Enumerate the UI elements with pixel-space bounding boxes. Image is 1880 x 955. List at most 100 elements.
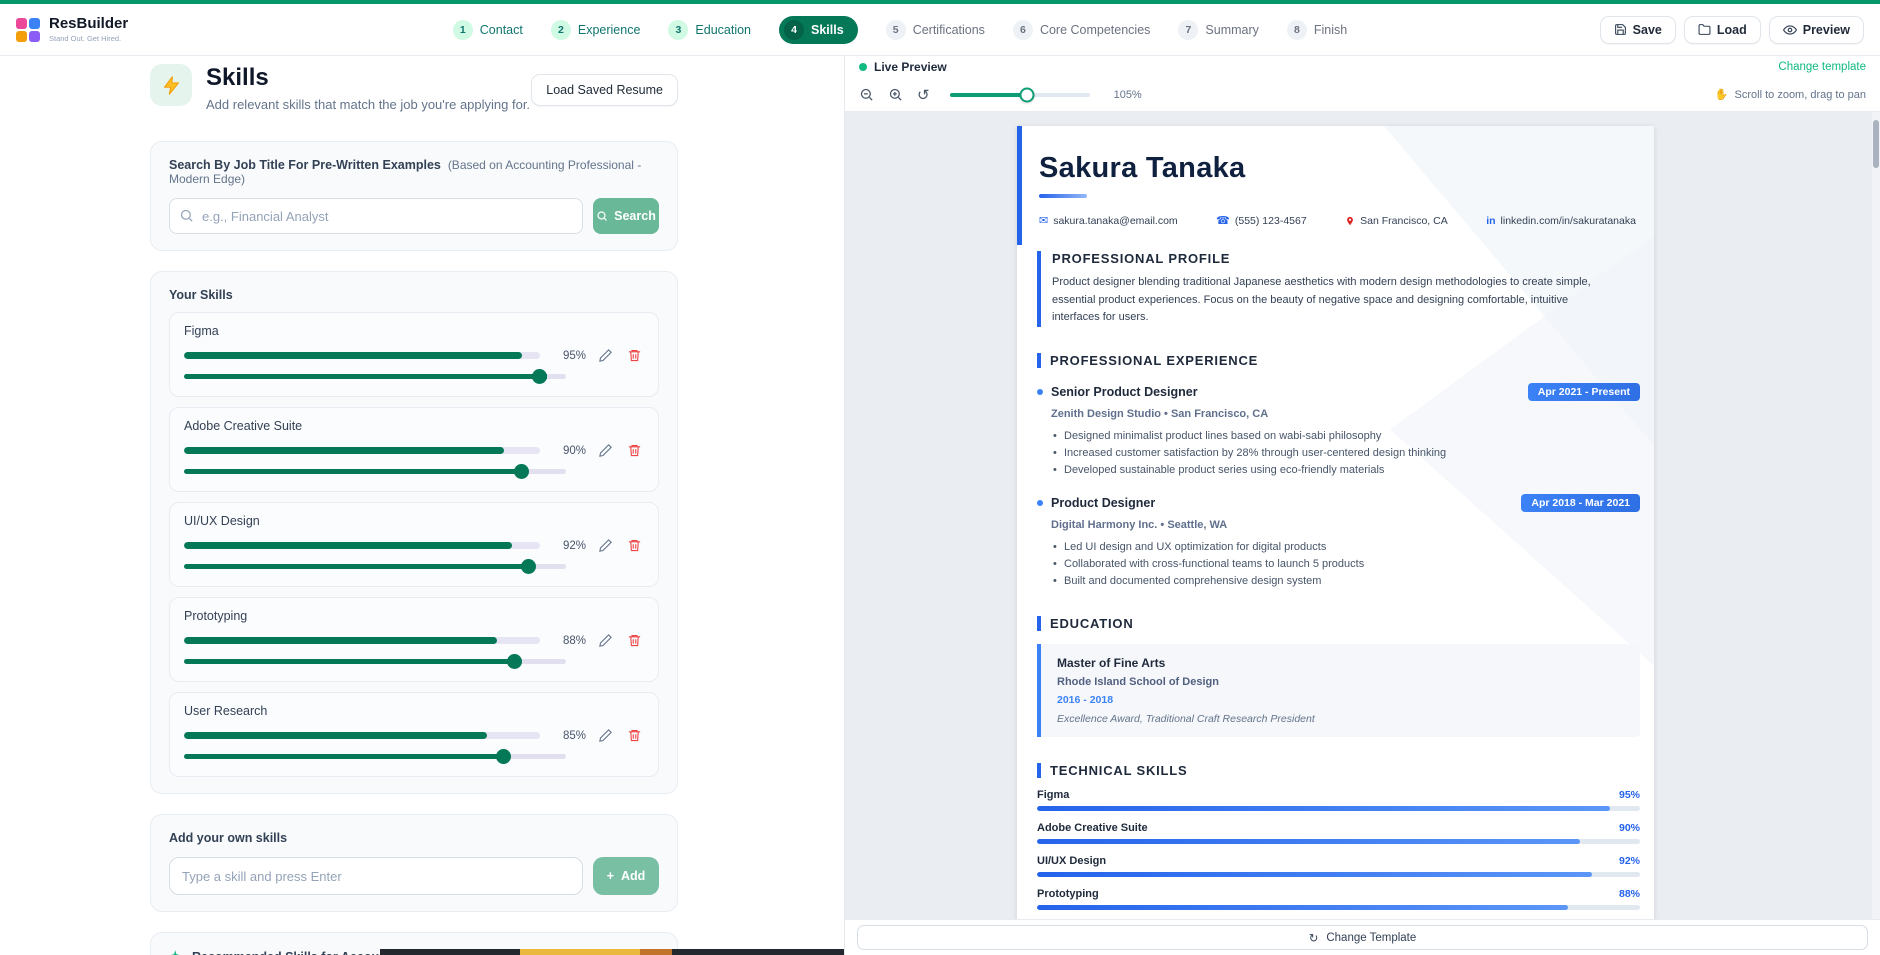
add-skill-button[interactable]: + Add — [593, 857, 659, 895]
preview-scrollbar-thumb[interactable] — [1873, 120, 1879, 168]
zoom-slider-thumb[interactable] — [1019, 87, 1035, 102]
zoom-in-icon — [889, 88, 902, 101]
preview-title: Live Preview — [874, 60, 947, 74]
step-skills-active[interactable]: 4 Skills — [779, 15, 858, 44]
skill-row-user-research: User Research 85% — [169, 692, 659, 777]
page-title: Skills — [206, 64, 269, 91]
search-button-icon — [597, 211, 608, 221]
reset-zoom-button[interactable]: ↺ — [917, 86, 930, 104]
resume-skill-fill — [1037, 905, 1568, 911]
app-title: ResBuilder — [49, 14, 129, 32]
save-button[interactable]: Save — [1599, 15, 1676, 44]
skill-progress-track — [184, 447, 540, 454]
plus-icon: + — [606, 869, 614, 883]
resume-skill-fill — [1037, 839, 1580, 845]
step-certifications[interactable]: 5 Certifications — [885, 19, 985, 40]
resbuilder-logo-icon — [16, 17, 40, 42]
zoom-in-button[interactable] — [888, 87, 903, 102]
skill-row-figma: Figma 95% — [169, 312, 659, 397]
pencil-icon — [599, 539, 612, 552]
delete-skill-button[interactable] — [625, 631, 644, 650]
job-bullet: Developed sustainable product series usi… — [1053, 462, 1640, 479]
step-education[interactable]: 3 Education — [668, 19, 751, 40]
resume-skill-row: UI/UX Design 92% — [1037, 855, 1640, 878]
skill-level-slider[interactable] — [184, 559, 566, 574]
skill-level-slider[interactable] — [184, 749, 566, 764]
add-skill-input[interactable] — [169, 857, 583, 895]
step-core-competencies[interactable]: 6 Core Competencies — [1012, 19, 1150, 40]
taskbar-edge-strip — [380, 949, 844, 955]
search-icon — [180, 209, 193, 222]
edit-skill-button[interactable] — [596, 536, 615, 555]
job-title: Product Designer — [1051, 495, 1156, 510]
pan-hint: ✋ Scroll to zoom, drag to pan — [1714, 88, 1866, 102]
edit-skill-button[interactable] — [596, 726, 615, 745]
live-status-dot — [859, 63, 867, 71]
search-button[interactable]: Search — [593, 198, 659, 234]
load-saved-resume-button[interactable]: Load Saved Resume — [531, 74, 678, 106]
job-bullet-dot — [1037, 499, 1043, 506]
lightning-icon — [150, 64, 192, 106]
skill-percent: 95% — [562, 349, 586, 362]
search-examples-card: Search By Job Title For Pre-Written Exam… — [150, 141, 678, 251]
contact-location: San Francisco, CA — [1345, 215, 1448, 227]
skill-level-slider[interactable] — [184, 654, 566, 669]
job-title-search-input[interactable] — [169, 198, 583, 234]
change-template-button[interactable]: ↻ Change Template — [857, 925, 1868, 950]
preview-canvas[interactable]: Sakura Tanaka ✉ sakura.tanaka@email.com … — [845, 112, 1880, 919]
search-label-note: (Based on Accounting Professional - Mode… — [169, 158, 642, 186]
skill-progress-fill — [184, 352, 523, 359]
pencil-icon — [599, 444, 612, 457]
add-skills-label: Add your own skills — [169, 831, 288, 845]
delete-skill-button[interactable] — [625, 536, 644, 555]
profile-heading: PROFESSIONAL PROFILE — [1052, 251, 1231, 266]
resume-profile-section: PROFESSIONAL PROFILE Product designer bl… — [1037, 251, 1640, 327]
education-heading: EDUCATION — [1037, 616, 1640, 632]
job-bullet: Built and documented comprehensive desig… — [1053, 573, 1640, 590]
resume-document: Sakura Tanaka ✉ sakura.tanaka@email.com … — [1017, 126, 1654, 919]
your-skills-card: Your Skills Figma 95% — [150, 271, 678, 794]
zoom-out-icon — [860, 88, 873, 101]
step-contact[interactable]: 1 Contact — [452, 19, 523, 40]
resume-skill-track — [1037, 872, 1640, 878]
skill-progress-fill — [184, 637, 498, 644]
preview-scrollbar[interactable] — [1872, 112, 1880, 919]
job-bullet: Led UI design and UX optimization for di… — [1053, 539, 1640, 556]
delete-skill-button[interactable] — [625, 346, 644, 365]
edit-skill-button[interactable] — [596, 346, 615, 365]
step-experience[interactable]: 2 Experience — [550, 19, 640, 40]
skill-level-slider[interactable] — [184, 369, 566, 384]
preview-toolbar: ↺ 105% ✋ Scroll to zoom, drag to pan — [845, 78, 1880, 112]
zoom-out-button[interactable] — [859, 87, 874, 102]
resume-skill-fill — [1037, 872, 1592, 878]
technical-skills-heading: TECHNICAL SKILLS — [1037, 763, 1640, 779]
search-label: Search By Job Title For Pre-Written Exam… — [169, 158, 642, 186]
edit-skill-button[interactable] — [596, 441, 615, 460]
zoom-slider[interactable] — [949, 87, 1090, 102]
zoom-slider-fill — [949, 92, 1027, 97]
delete-skill-button[interactable] — [625, 441, 644, 460]
change-template-link[interactable]: Change template — [1778, 61, 1866, 73]
app-tagline: Stand Out. Get Hired. — [49, 34, 122, 44]
education-entry: Master of Fine Arts Rhode Island School … — [1037, 644, 1640, 738]
trash-icon — [628, 349, 641, 362]
load-button[interactable]: Load — [1683, 15, 1761, 44]
resume-skill-track — [1037, 806, 1640, 812]
job-bullet: Designed minimalist product lines based … — [1053, 428, 1640, 445]
pencil-icon — [599, 349, 612, 362]
top-actions: Save Load Preview — [1584, 15, 1864, 44]
edit-skill-button[interactable] — [596, 631, 615, 650]
step-finish[interactable]: 8 Finish — [1286, 19, 1347, 40]
job-dates-badge: Apr 2021 - Present — [1527, 382, 1640, 401]
brand: ResBuilder Stand Out. Get Hired. — [16, 14, 216, 44]
location-pin-icon — [1347, 216, 1354, 225]
step-summary[interactable]: 7 Summary — [1178, 19, 1259, 40]
education-dates: 2016 - 2018 — [1057, 694, 1114, 707]
pencil-icon — [599, 729, 612, 742]
delete-skill-button[interactable] — [625, 726, 644, 745]
save-icon — [1614, 24, 1626, 35]
sparkles-icon — [171, 950, 180, 955]
resume-skill-fill — [1037, 806, 1610, 812]
skill-level-slider[interactable] — [184, 464, 566, 479]
preview-button[interactable]: Preview — [1768, 15, 1864, 44]
